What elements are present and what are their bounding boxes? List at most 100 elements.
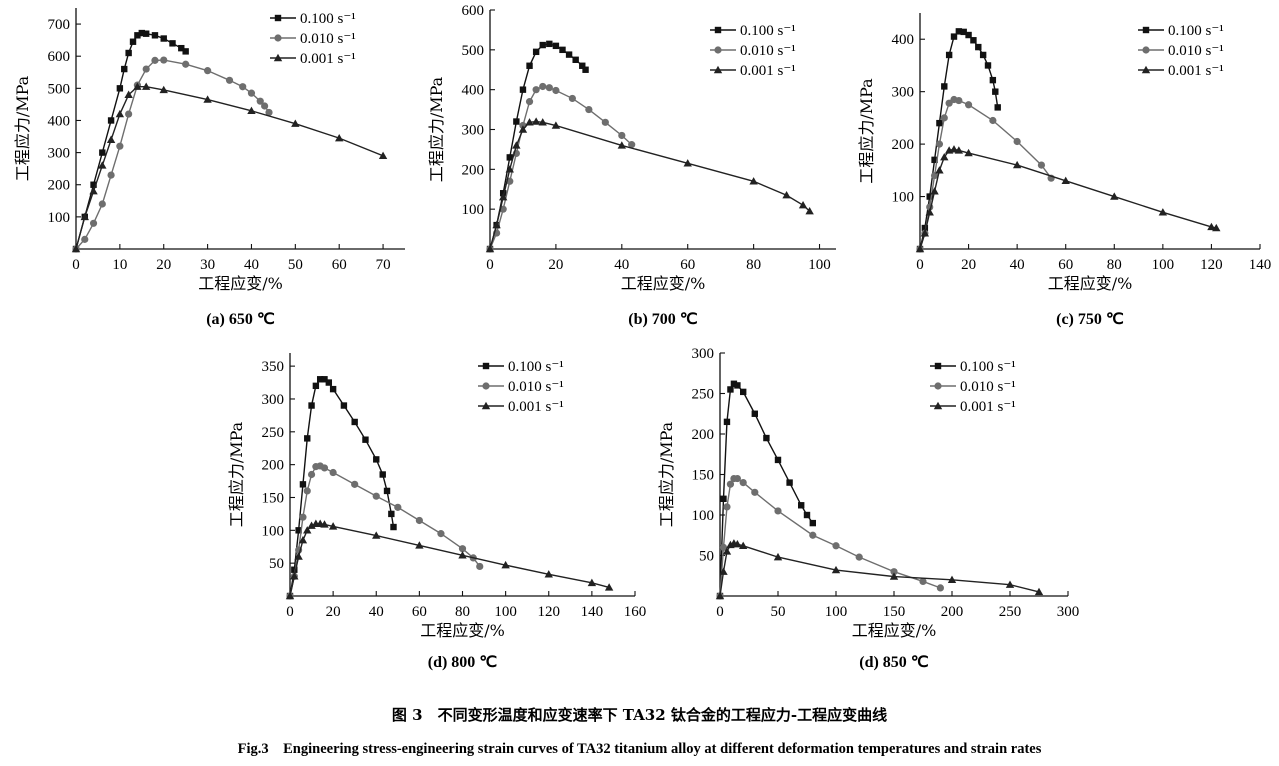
x-tick-label: 80 bbox=[1107, 257, 1122, 273]
data-point bbox=[618, 131, 626, 140]
data-point bbox=[751, 488, 759, 496]
data-point bbox=[989, 76, 997, 84]
data-point bbox=[299, 513, 307, 521]
y-axis-label: 工程应力/MPa bbox=[227, 421, 246, 527]
data-point bbox=[831, 565, 841, 574]
data-point bbox=[160, 35, 167, 42]
data-point bbox=[294, 552, 303, 560]
data-point bbox=[81, 235, 89, 243]
legend-label: 0.100 s⁻¹ bbox=[508, 359, 564, 375]
y-tick-label: 300 bbox=[262, 392, 285, 408]
x-tick-label: 40 bbox=[244, 257, 259, 273]
data-point bbox=[394, 503, 402, 511]
y-tick-label: 400 bbox=[462, 83, 485, 99]
data-point bbox=[726, 480, 735, 488]
data-point bbox=[1013, 137, 1021, 146]
data-point bbox=[552, 42, 560, 50]
data-point bbox=[247, 106, 256, 115]
series-line-3 bbox=[919, 148, 1217, 250]
data-point bbox=[437, 530, 445, 538]
x-tick-label: 40 bbox=[369, 604, 384, 620]
data-point bbox=[989, 116, 997, 125]
data-point bbox=[723, 418, 731, 426]
legend-label: 0.100 s⁻¹ bbox=[1168, 23, 1224, 39]
legend-marker bbox=[1142, 46, 1150, 54]
data-point bbox=[492, 220, 501, 229]
data-point bbox=[930, 187, 939, 195]
data-point bbox=[585, 105, 593, 114]
data-point bbox=[80, 212, 89, 221]
data-point bbox=[559, 46, 566, 54]
data-point bbox=[290, 572, 299, 580]
legend-marker bbox=[482, 382, 490, 390]
data-point bbox=[919, 577, 927, 586]
data-point bbox=[532, 48, 540, 56]
data-point bbox=[351, 418, 358, 426]
data-point bbox=[335, 133, 344, 142]
data-point bbox=[798, 200, 808, 209]
data-point bbox=[485, 244, 495, 253]
y-tick-label: 100 bbox=[462, 202, 485, 218]
x-tick-label: 60 bbox=[1058, 257, 1073, 273]
y-axis-label: 工程应力/MPa bbox=[13, 75, 32, 181]
data-point bbox=[99, 149, 106, 156]
series-line-2 bbox=[289, 465, 481, 597]
data-point bbox=[545, 84, 553, 92]
data-point bbox=[994, 104, 1001, 111]
y-tick-label: 300 bbox=[48, 146, 71, 162]
data-point bbox=[458, 545, 467, 553]
data-point bbox=[378, 151, 388, 160]
data-point bbox=[328, 522, 338, 530]
data-point bbox=[265, 108, 273, 117]
data-point bbox=[142, 65, 150, 73]
y-tick-label: 300 bbox=[892, 85, 915, 101]
data-point bbox=[506, 154, 513, 161]
data-point bbox=[532, 86, 540, 94]
y-tick-label: 200 bbox=[48, 178, 71, 194]
data-point bbox=[855, 553, 863, 561]
data-point bbox=[303, 487, 311, 495]
data-point bbox=[320, 520, 329, 528]
x-tick-label: 60 bbox=[412, 604, 427, 620]
data-point bbox=[572, 56, 579, 63]
legend-marker bbox=[714, 26, 722, 34]
data-point bbox=[949, 145, 959, 153]
panel-title: (b) 700 ℃ bbox=[628, 311, 698, 328]
y-tick-label: 200 bbox=[462, 162, 485, 178]
legend-marker bbox=[274, 34, 282, 42]
data-point bbox=[940, 153, 949, 161]
data-point bbox=[116, 142, 124, 150]
data-point bbox=[889, 572, 899, 580]
data-point bbox=[512, 141, 521, 149]
y-tick-label: 400 bbox=[892, 32, 915, 48]
data-point bbox=[372, 492, 380, 500]
data-point bbox=[329, 468, 337, 477]
data-point bbox=[941, 83, 948, 90]
series-line-3 bbox=[489, 120, 811, 250]
x-axis-label: 工程应变/% bbox=[420, 621, 505, 640]
data-point bbox=[763, 434, 770, 442]
legend-label: 0.100 s⁻¹ bbox=[300, 11, 356, 27]
x-axis-label: 工程应变/% bbox=[621, 274, 706, 293]
x-tick-label: 0 bbox=[72, 257, 80, 273]
legend-label: 0.010 s⁻¹ bbox=[300, 31, 356, 47]
x-tick-label: 60 bbox=[332, 257, 347, 273]
data-point bbox=[203, 95, 212, 103]
y-axis-label: 工程应力/MPa bbox=[427, 76, 446, 182]
data-point bbox=[498, 193, 508, 201]
x-tick-label: 60 bbox=[680, 257, 695, 273]
chart-panel-3: 0 20 40 60 80 100 120 140 100 200 300 400 工程应变/% 工程应力… bbox=[857, 13, 1271, 328]
data-point bbox=[970, 37, 977, 44]
data-point bbox=[89, 186, 98, 195]
x-tick-label: 70 bbox=[376, 257, 391, 273]
data-point bbox=[458, 551, 467, 559]
y-tick-label: 200 bbox=[262, 458, 285, 474]
y-tick-label: 50 bbox=[269, 556, 284, 572]
x-tick-label: 0 bbox=[486, 257, 494, 273]
panel-title: (d) 850 ℃ bbox=[859, 654, 929, 671]
data-point bbox=[628, 141, 636, 149]
data-point bbox=[124, 90, 133, 98]
data-point bbox=[955, 28, 963, 35]
x-tick-label: 300 bbox=[1057, 604, 1080, 620]
